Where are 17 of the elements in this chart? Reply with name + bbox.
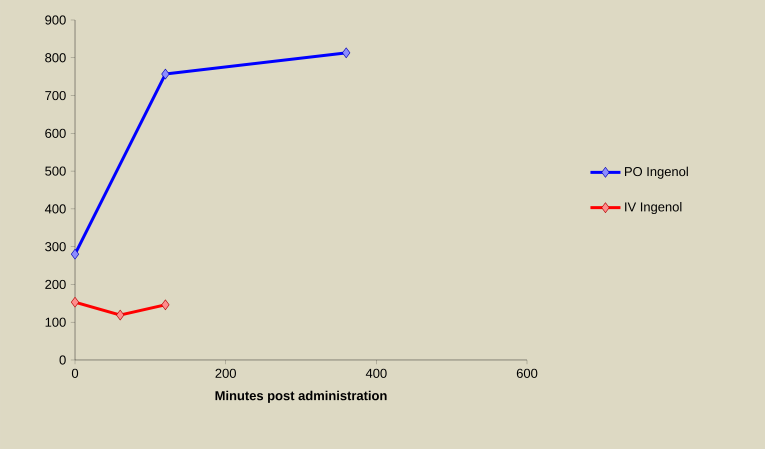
y-tick-label: 300 [45, 242, 66, 252]
y-tick-label: 100 [46, 318, 66, 327]
x-tick-label: 600 [516, 368, 538, 378]
y-tick-label: 900 [45, 15, 66, 25]
x-tick-label: 0 [72, 368, 78, 378]
y-tick-label: 500 [45, 166, 66, 176]
x-tick-label: 400 [366, 368, 387, 378]
y-tick-label: 0 [60, 355, 66, 365]
y-tick-label: 200 [45, 280, 66, 290]
legend-label: IV Ingenol [625, 202, 682, 214]
y-tick-label: 400 [44, 204, 66, 214]
y-tick-label: 800 [45, 53, 66, 62]
x-axis-title: Minutes post administration [216, 390, 387, 403]
x-tick-label: 200 [216, 368, 236, 378]
y-tick-label: 700 [45, 90, 66, 100]
y-tick-label: 600 [45, 128, 66, 138]
legend-label: PO Ingenol [624, 166, 688, 179]
